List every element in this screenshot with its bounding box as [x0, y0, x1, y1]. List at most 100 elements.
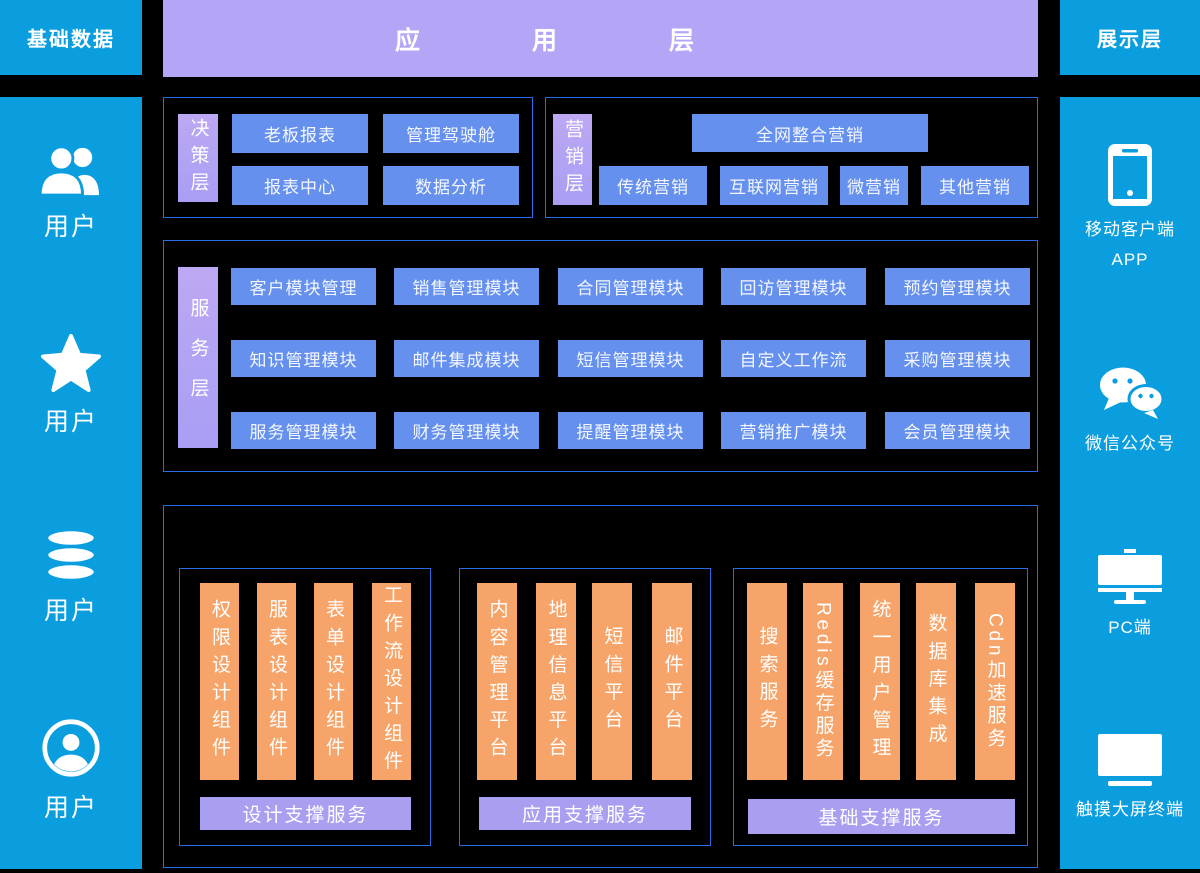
service-module: 采购管理模块 [885, 340, 1030, 377]
right-sidebar-header: 展示层 [1060, 0, 1200, 75]
database-icon [39, 528, 103, 581]
service-module: 会员管理模块 [885, 412, 1030, 449]
right-sidebar-item-label: 触摸大屏终端 [1076, 800, 1184, 820]
support-bar: Redis缓存服务 [803, 583, 843, 780]
service-module: 服务管理模块 [231, 412, 376, 449]
left-sidebar-title: 基础数据 [27, 29, 115, 51]
bar-label: 统一用户管理 [869, 598, 891, 765]
group-label: 基础支撑服务 [818, 808, 945, 829]
bar-label: 数据库集成 [925, 612, 947, 751]
right-sidebar-item-label: 微信公众号 [1085, 433, 1175, 453]
module-label: 合同管理模块 [576, 279, 685, 298]
service-module: 客户模块管理 [231, 268, 376, 305]
marketing-button-omni-channel: 全网整合营销 [692, 114, 928, 152]
service-module: 邮件集成模块 [394, 340, 539, 377]
bar-label: 表单设计组件 [323, 598, 344, 765]
left-sidebar-item-users: 用户 [36, 143, 106, 243]
decision-button-data-analysis: 数据分析 [383, 166, 519, 205]
marketing-button-traditional: 传统营销 [599, 166, 707, 205]
marketing-button-internet: 互联网营销 [720, 166, 828, 205]
module-label: 短信管理模块 [576, 351, 685, 370]
application-layer-banner: 应用层 [163, 0, 1038, 77]
left-sidebar-item-label: 用户 [43, 793, 98, 822]
right-sidebar-item-wechat: 微信公众号 [1085, 365, 1175, 457]
design-support-label: 设计支撑服务 [200, 797, 411, 830]
module-label: 邮件集成模块 [412, 351, 521, 370]
bar-label: 短信平台 [601, 626, 623, 737]
service-module: 短信管理模块 [558, 340, 703, 377]
bar-label: 内容管理平台 [486, 598, 508, 765]
left-sidebar: 用户 用户 用户 [0, 97, 142, 869]
marketing-button-micro: 微营销 [840, 166, 908, 205]
application-support-label: 应用支撑服务 [479, 797, 691, 830]
left-sidebar-item-label: 用户 [43, 596, 98, 625]
right-sidebar-item-label: 移动客户端 [1085, 220, 1175, 240]
service-layer-label: 服务层 [178, 267, 218, 448]
right-sidebar-item-label: PC端 [1108, 618, 1152, 638]
bar-label: 权限设计组件 [209, 598, 230, 765]
support-bar: Cdn加速服务 [975, 583, 1015, 780]
basic-support-group: 搜索服务 Redis缓存服务 统一用户管理 数据库集成 Cdn加速服务 基础支撑… [733, 568, 1028, 846]
decision-button-boss-report: 老板报表 [232, 114, 368, 153]
design-support-group: 权限设计组件 服表设计组件 表单设计组件 工作流设计组件 设计支撑服务 [179, 568, 431, 846]
module-label: 知识管理模块 [249, 351, 358, 370]
application-layer-title: 应用层 [394, 26, 806, 55]
application-support-group: 内容管理平台 地理信息平台 短信平台 邮件平台 应用支撑服务 [459, 568, 711, 846]
bar-label: Cdn加速服务 [984, 612, 1006, 751]
button-label: 数据分析 [415, 178, 487, 197]
right-sidebar-item-sublabel: APP [1111, 249, 1149, 269]
right-sidebar-item-mobile-app: 移动客户端 APP [1085, 143, 1175, 272]
support-bar: 服表设计组件 [257, 583, 296, 780]
decision-layer-label: 决策层 [178, 114, 218, 202]
service-module: 提醒管理模块 [558, 412, 703, 449]
support-bar: 邮件平台 [652, 583, 692, 780]
support-section-box: 权限设计组件 服表设计组件 表单设计组件 工作流设计组件 设计支撑服务 内容管理… [163, 505, 1038, 868]
service-module: 合同管理模块 [558, 268, 703, 305]
left-sidebar-item-database: 用户 [39, 528, 103, 627]
bar-label: Redis缓存服务 [812, 602, 834, 761]
button-label: 全网整合营销 [756, 125, 864, 145]
decision-layer-label-text: 决策层 [187, 117, 209, 199]
right-sidebar: 移动客户端 APP 微信公众号 [1060, 97, 1200, 869]
marketing-layer-label: 营销层 [553, 114, 592, 205]
support-bar: 地理信息平台 [536, 583, 576, 780]
module-label: 采购管理模块 [903, 351, 1012, 370]
marketing-layer-box: 营销层 全网整合营销 传统营销 互联网营销 微营销 其他营销 [545, 97, 1038, 218]
module-label: 财务管理模块 [412, 423, 521, 442]
module-label: 营销推广模块 [739, 423, 848, 442]
user-circle-icon [41, 718, 101, 778]
module-label: 回访管理模块 [739, 279, 848, 298]
module-label: 提醒管理模块 [576, 423, 685, 442]
group-label: 设计支撑服务 [242, 805, 369, 826]
left-sidebar-item-star: 用户 [40, 333, 102, 438]
bar-label: 工作流设计组件 [381, 585, 402, 778]
button-label: 互联网营销 [729, 178, 819, 197]
star-icon [40, 333, 102, 392]
marketing-button-other: 其他营销 [921, 166, 1029, 205]
button-label: 管理驾驶舱 [406, 126, 496, 145]
module-label: 销售管理模块 [412, 279, 521, 298]
service-module: 回访管理模块 [721, 268, 866, 305]
left-sidebar-header: 基础数据 [0, 0, 142, 75]
button-label: 报表中心 [264, 178, 336, 197]
pc-monitor-icon [1097, 549, 1163, 605]
right-sidebar-title: 展示层 [1097, 29, 1163, 51]
support-bar: 表单设计组件 [314, 583, 353, 780]
decision-button-report-center: 报表中心 [232, 166, 368, 205]
button-label: 传统营销 [617, 178, 689, 197]
service-module: 自定义工作流 [721, 340, 866, 377]
button-label: 微营销 [847, 178, 901, 197]
left-sidebar-item-user-circle: 用户 [41, 718, 101, 824]
group-label: 应用支撑服务 [521, 805, 648, 826]
left-sidebar-item-label: 用户 [43, 212, 98, 241]
decision-button-management-cockpit: 管理驾驶舱 [383, 114, 519, 153]
bar-label: 服表设计组件 [266, 598, 287, 765]
support-bar: 搜索服务 [747, 583, 787, 780]
marketing-layer-label-text: 营销层 [562, 119, 583, 200]
right-sidebar-item-pc: PC端 [1097, 549, 1163, 641]
button-label: 老板报表 [264, 126, 336, 145]
service-module: 预约管理模块 [885, 268, 1030, 305]
module-label: 会员管理模块 [903, 423, 1012, 442]
decision-layer-box: 决策层 老板报表 管理驾驶舱 报表中心 数据分析 [163, 97, 533, 218]
